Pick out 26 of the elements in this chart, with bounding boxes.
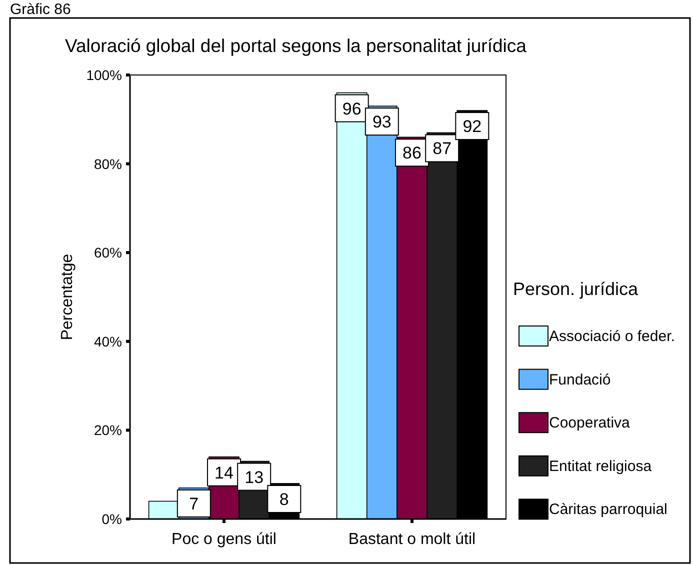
data-label: 14 [214, 463, 234, 482]
x-tick-label: Poc o gens útil [172, 531, 276, 548]
text: Gràfic 86 [10, 1, 71, 18]
legend-label: Càritas parroquial [549, 501, 668, 518]
data-label: 86 [402, 144, 422, 163]
y-tick-label: 20% [94, 422, 122, 438]
data-label: 8 [279, 490, 289, 509]
data-label: 13 [244, 468, 264, 487]
data-label: 96 [342, 99, 362, 118]
legend-label: Fundació [549, 371, 611, 388]
y-tick-label: 40% [94, 333, 122, 350]
y-axis-title: Percentatge [59, 254, 76, 340]
data-label: 93 [372, 112, 392, 132]
chart-title: Valoració global del portal segons la personalitat jurídica [65, 35, 528, 56]
legend-label: Entitat religiosa [549, 458, 652, 475]
data-label: 7 [189, 494, 199, 514]
y-tick-label: 60% [94, 244, 122, 261]
legend-label: Associació o feder. [549, 328, 675, 345]
legend-title: Person. jurídica [513, 279, 640, 299]
y-tick-label: 80% [94, 156, 122, 172]
data-label: 87 [432, 139, 452, 158]
x-tick-label: Bastant o molt útil [348, 531, 476, 548]
legend-label: Cooperativa [549, 414, 631, 432]
data-label: 92 [462, 117, 482, 136]
y-tick-label: 0% [102, 511, 122, 527]
y-tick-label: 100% [86, 67, 122, 83]
